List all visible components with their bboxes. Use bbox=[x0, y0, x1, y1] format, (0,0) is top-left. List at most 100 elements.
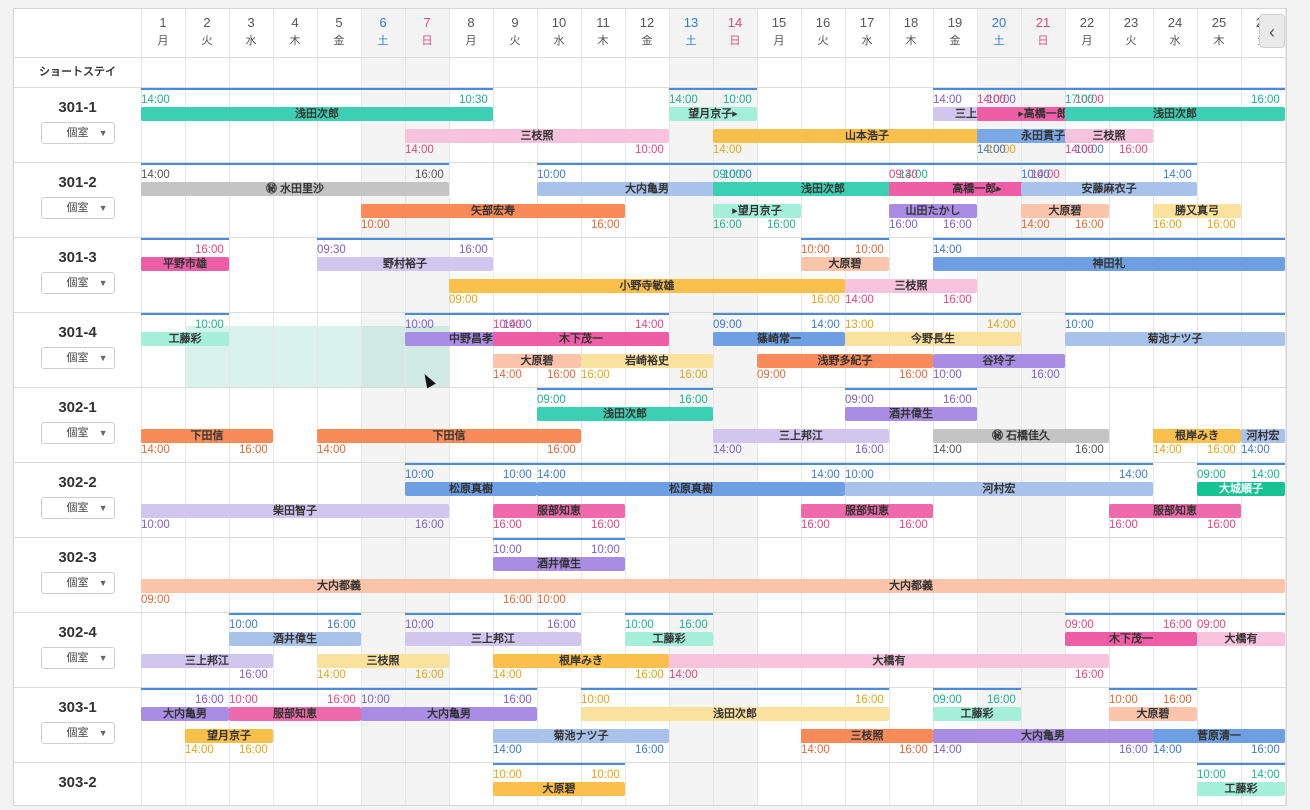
reservation-bar[interactable]: 大内亀男 bbox=[361, 707, 537, 721]
room-type-select[interactable]: 個室 ▼ bbox=[40, 497, 115, 519]
reservation-bar[interactable]: 安藤麻衣子 bbox=[1021, 182, 1197, 196]
reservation-bar[interactable]: 三上邦江 bbox=[713, 429, 889, 443]
reservation-bar[interactable]: 松原真樹 bbox=[537, 482, 845, 496]
reservation-bar[interactable]: 三枝照 bbox=[1065, 129, 1153, 143]
reservation-bar[interactable]: 根岸みき bbox=[493, 654, 669, 668]
reservation-bar[interactable]: 山田たかし bbox=[889, 204, 977, 218]
reservation-bar[interactable]: 浅田次郎 bbox=[713, 182, 933, 196]
reservation-bar[interactable]: 服部知恵 bbox=[229, 707, 361, 721]
reservation-bar[interactable]: 酒井偉生 bbox=[493, 557, 625, 571]
reservation-bar[interactable]: 服部知恵 bbox=[801, 504, 933, 518]
reservation-bar[interactable]: 工藤彩 bbox=[933, 707, 1021, 721]
room-type-select[interactable]: 個室 ▼ bbox=[40, 722, 115, 744]
reservation-bar[interactable]: 菊池ナツ子 bbox=[1065, 332, 1285, 346]
reservation-bar[interactable]: 大原碧 bbox=[493, 782, 625, 796]
reservation-bar[interactable]: 工藤彩 bbox=[625, 632, 713, 646]
reservation-start-line bbox=[1065, 313, 1285, 315]
reservation-bar[interactable]: 大内都義 bbox=[141, 579, 537, 593]
time-label: 14:00 bbox=[537, 469, 566, 481]
reservation-bar[interactable]: 三枝照 bbox=[317, 654, 449, 668]
reservation-bar[interactable]: 下田信 bbox=[141, 429, 273, 443]
reservation-bar[interactable]: 三上邦江 bbox=[141, 654, 273, 668]
time-label: 10:00 bbox=[933, 369, 962, 381]
reservation-bar[interactable]: 望月京子 bbox=[185, 729, 273, 743]
time-label: 14:00 bbox=[317, 669, 346, 681]
reservation-bar[interactable]: 浅田次郎 bbox=[581, 707, 889, 721]
time-label: 10:00 bbox=[361, 694, 390, 706]
reservation-bar[interactable]: 服部知恵 bbox=[1109, 504, 1241, 518]
reservation-bar[interactable]: 大内亀男 bbox=[537, 182, 757, 196]
collapse-panel-chevron-icon[interactable]: ‹ bbox=[1259, 14, 1285, 48]
reservation-bar[interactable]: 三上邦江 bbox=[405, 632, 581, 646]
reservation-bar[interactable]: 浅田次郎 bbox=[537, 407, 713, 421]
room-type-value: 個室 bbox=[66, 652, 89, 664]
reservation-bar[interactable]: 矢部宏寿 bbox=[361, 204, 625, 218]
weekday-label: 火 bbox=[817, 35, 829, 47]
reservation-bar[interactable]: 望月京子▸ bbox=[669, 107, 757, 121]
reservation-bar[interactable]: 菅原清一 bbox=[1153, 729, 1285, 743]
weekday-label: 木 bbox=[597, 35, 609, 47]
time-label: 16:00 bbox=[195, 694, 224, 706]
reservation-bar[interactable]: 大橋有 bbox=[1197, 632, 1285, 646]
reservation-bar[interactable]: 大内亀男 bbox=[141, 707, 229, 721]
reservation-bar[interactable]: 野村裕子 bbox=[317, 257, 493, 271]
reservation-bar[interactable]: 木下茂一 bbox=[1065, 632, 1197, 646]
reservation-bar[interactable]: 小野寺敏雄 bbox=[449, 279, 845, 293]
reservation-bar[interactable]: 酒井偉生 bbox=[229, 632, 361, 646]
reservation-bar[interactable]: 大内亀男 bbox=[933, 729, 1153, 743]
reservation-bar[interactable]: 大原碧 bbox=[801, 257, 889, 271]
room-type-select[interactable]: 個室 ▼ bbox=[40, 122, 115, 144]
reservation-bar[interactable]: 根岸みき bbox=[1153, 429, 1241, 443]
room-type-select[interactable]: 個室 ▼ bbox=[40, 422, 115, 444]
room-type-select[interactable]: 個室 ▼ bbox=[40, 197, 115, 219]
room-type-select[interactable]: 個室 ▼ bbox=[40, 647, 115, 669]
reservation-bar[interactable]: ㊙ 水田里沙 bbox=[141, 182, 449, 196]
reservation-bar[interactable]: ▸望月京子 bbox=[713, 204, 801, 218]
reservation-bar[interactable]: 浅田次郎 bbox=[1065, 107, 1285, 121]
reservation-bar[interactable]: 平野市雄 bbox=[141, 257, 229, 271]
reservation-bar[interactable]: 大城順子 bbox=[1197, 482, 1285, 496]
reservation-bar[interactable]: ㊙ 石橋佳久 bbox=[933, 429, 1109, 443]
reservation-bar[interactable]: 大原碧 bbox=[493, 354, 581, 368]
reservation-bar[interactable]: 酒井偉生 bbox=[845, 407, 977, 421]
room-type-select[interactable]: 個室 ▼ bbox=[40, 572, 115, 594]
time-label: 14:00 bbox=[713, 444, 742, 456]
room-type-select[interactable]: 個室 ▼ bbox=[40, 347, 115, 369]
reservation-bar[interactable]: 松原真樹 bbox=[405, 482, 537, 496]
reservation-bar[interactable]: 大内都義 bbox=[537, 579, 1285, 593]
reservation-bar[interactable]: 今野長生 bbox=[845, 332, 1021, 346]
room-type-value: 個室 bbox=[66, 502, 89, 514]
reservation-bar[interactable]: 勝又真弓 bbox=[1153, 204, 1241, 218]
reservation-bar[interactable]: 山本浩子 bbox=[713, 129, 1021, 143]
weekday-label: 日 bbox=[1037, 35, 1049, 47]
room-type-select[interactable]: 個室 ▼ bbox=[40, 272, 115, 294]
reservation-bar[interactable]: 木下茂一 bbox=[493, 332, 669, 346]
reservation-bar[interactable]: 下田信 bbox=[317, 429, 581, 443]
reservation-bar[interactable]: 三枝照 bbox=[405, 129, 669, 143]
reservation-bar[interactable]: 三枝照 bbox=[801, 729, 933, 743]
grid-column-line bbox=[317, 9, 318, 805]
day-number: 1 bbox=[159, 15, 167, 30]
reservation-bar[interactable]: 河村宏 bbox=[1241, 429, 1285, 443]
reservation-start-line bbox=[317, 238, 493, 240]
time-label: 16:00 bbox=[679, 394, 708, 406]
reservation-bar[interactable]: 大橋有 bbox=[669, 654, 1109, 668]
reservation-bar[interactable]: 河村宏 bbox=[845, 482, 1153, 496]
day-header: 13 土 bbox=[669, 9, 713, 57]
reservation-bar[interactable]: 浅野多紀子 bbox=[757, 354, 933, 368]
reservation-bar[interactable]: 篠崎常一 bbox=[713, 332, 845, 346]
reservation-bar[interactable]: 神田礼 bbox=[933, 257, 1285, 271]
reservation-bar[interactable]: 浅田次郎 bbox=[141, 107, 493, 121]
reservation-bar[interactable]: 大原碧 bbox=[1021, 204, 1109, 218]
reservation-bar[interactable]: 工藤彩 bbox=[1197, 782, 1285, 796]
reservation-bar[interactable]: 谷玲子 bbox=[933, 354, 1065, 368]
reservation-bar[interactable]: 菊池ナツ子 bbox=[493, 729, 669, 743]
reservation-bar[interactable]: 岩崎裕史 bbox=[581, 354, 713, 368]
reservation-bar[interactable]: 工藤彩 bbox=[141, 332, 229, 346]
room-label: 302-3 個室 ▼ bbox=[14, 537, 141, 594]
reservation-bar[interactable]: 服部知恵 bbox=[493, 504, 625, 518]
reservation-bar[interactable]: 柴田智子 bbox=[141, 504, 449, 518]
reservation-bar[interactable]: 三枝照 bbox=[845, 279, 977, 293]
reservation-bar[interactable]: 大原碧 bbox=[1109, 707, 1197, 721]
